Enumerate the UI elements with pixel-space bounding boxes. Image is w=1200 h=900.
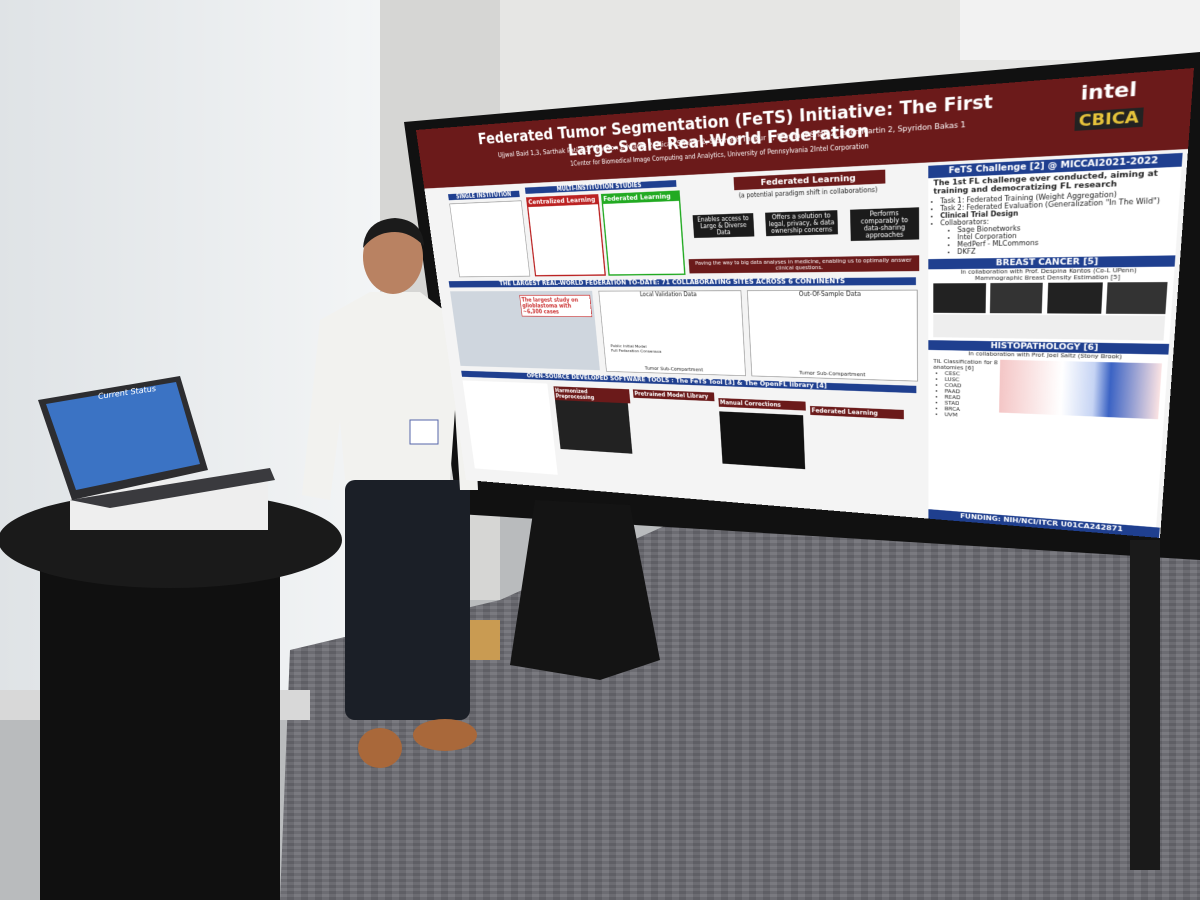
plot-title: Out-Of-Sample Data — [798, 290, 861, 298]
mammograms — [933, 282, 1168, 315]
person-head — [363, 220, 423, 294]
plot-title: Local Validation Data — [639, 291, 697, 298]
laptop-screen — [46, 382, 200, 490]
carpet — [280, 510, 1200, 900]
person-hair — [363, 218, 424, 248]
section-header: THE LARGEST REAL-WORLD FEDERATION TO-DAT… — [448, 277, 916, 288]
poster-stand — [510, 500, 660, 680]
mri-corrections — [719, 411, 806, 470]
histo-heatmap — [999, 359, 1162, 420]
plot-legend: Public Initial Model Full Federation Cons… — [610, 344, 661, 354]
legend-entry: Full Federation Consensus — [610, 348, 662, 355]
anatomy-list: CESCLUSCCOADPAADREADSTADBRCAUVM — [933, 370, 1000, 420]
histo-body: TIL Classification for 8 anatomies [6] C… — [933, 358, 1162, 427]
tool-step: Manual Corrections — [718, 398, 806, 411]
section-header: SINGLE INSTITUTION — [448, 190, 520, 201]
tool-step: Pretrained Model Library — [632, 389, 715, 402]
poster: Federated Tumor Segmentation (FeTS) Init… — [416, 67, 1194, 538]
histo-list: TIL Classification for 8 anatomies [6] C… — [933, 358, 1000, 420]
right-column: FeTS Challenge [2] @ MICCAI2021-2022 The… — [928, 152, 1183, 538]
poster-leg — [1130, 540, 1160, 870]
plot-oos: Out-Of-Sample Data Tumor Sub-Compartment — [746, 289, 918, 382]
laptop-base — [70, 468, 275, 508]
logo-cbica: CBICA — [1074, 107, 1144, 131]
collaborator-list: Sage Bionetworks Intel Corporation MedPe… — [928, 220, 1178, 256]
plot-x-label: Tumor Sub-Compartment — [644, 365, 704, 373]
plot-x-label: Tumor Sub-Compartment — [799, 370, 866, 378]
panel-title: Federated Learning — [602, 191, 679, 204]
benefit: Performs comparably to data-sharing appr… — [850, 207, 920, 242]
mri-grid — [555, 400, 633, 454]
person-badge — [409, 419, 439, 445]
person-shirt — [302, 292, 478, 500]
panel-title: Centralized Learning — [527, 195, 598, 208]
world-map: The largest study on glioblastoma with ~… — [450, 290, 600, 371]
histo-task: TIL Classification for 8 anatomies [6] — [933, 358, 998, 372]
anatomy: UVM — [944, 412, 999, 420]
table-cloth — [40, 540, 280, 900]
federated-panel: Federated Learning — [600, 190, 686, 276]
map-callout: The largest study on glioblastoma with ~… — [519, 294, 593, 318]
person-trousers — [345, 480, 470, 720]
plot-local: Local Validation Data Tumor Sub-Compartm… — [598, 290, 746, 377]
fl-banner: Paving the way to big data analyses in m… — [688, 255, 920, 274]
centralized-panel: Centralized Learning — [525, 194, 606, 277]
tool-step: Federated Learning — [810, 405, 904, 420]
tools-icons — [462, 380, 558, 475]
shoe-right — [413, 719, 477, 751]
benefit: Offers a solution to legal, privacy, & d… — [765, 210, 838, 237]
ceiling — [960, 0, 1200, 60]
breast-table — [933, 314, 1166, 341]
logo-intel: intel — [1080, 78, 1138, 106]
single-panel — [449, 200, 531, 278]
benefit: Enables access to Large & Diverse Data — [692, 213, 755, 238]
shoe-left — [358, 728, 402, 768]
